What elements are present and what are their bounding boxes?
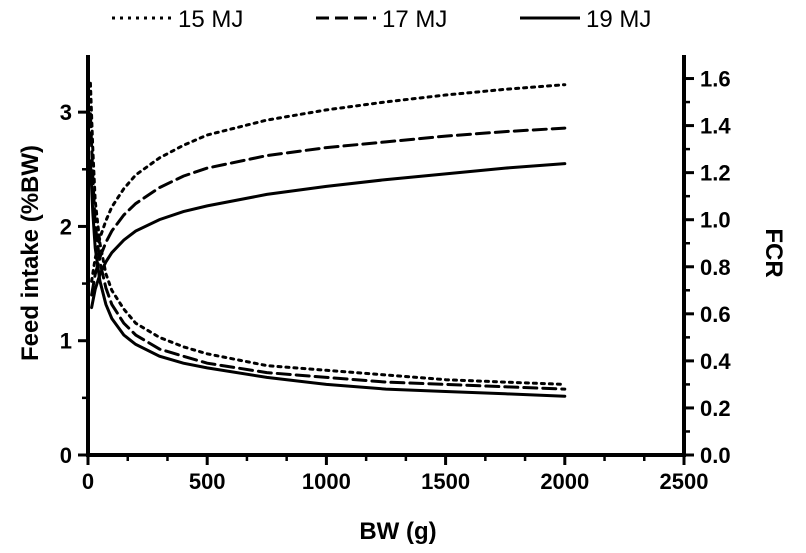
y-axis-title: Feed intake (%BW)	[17, 145, 44, 361]
legend-label-15-mj: 15 MJ	[178, 6, 243, 33]
y2-tick-label: 0.0	[700, 443, 731, 468]
y-tick-label: 3	[60, 100, 72, 125]
y2-tick-label: 0.4	[700, 349, 731, 374]
feed-intake-line-15-mj	[92, 85, 565, 282]
axes: 0 500 1000 1500 2000 2500 0 1 2 3 0.0 0.2 0.4 0.6 0.8 1…	[60, 55, 732, 494]
y2-axis-title: FCR	[760, 228, 787, 277]
x-tick-label: 1500	[421, 469, 470, 494]
fcr-line-17-mj	[90, 114, 564, 389]
feed-intake-line-17-mj	[92, 128, 565, 295]
y2-tick-label: 0.8	[700, 255, 731, 280]
y2-tick-label: 1.6	[700, 67, 731, 92]
legend: 15 MJ 17 MJ 19 MJ	[112, 6, 651, 33]
fcr-line-19-mj	[90, 161, 564, 396]
y-tick-label: 2	[60, 214, 72, 239]
x-tick-label: 0	[82, 469, 94, 494]
fcr-line-15-mj	[90, 83, 564, 384]
x-tick-label: 2500	[660, 469, 709, 494]
y-tick-label: 1	[60, 329, 72, 354]
x-tick-label: 500	[189, 469, 226, 494]
y2-tick-label: 0.2	[700, 396, 731, 421]
x-axis-title: BW (g)	[359, 518, 436, 545]
plot-lines	[90, 83, 564, 396]
legend-label-19-mj: 19 MJ	[586, 6, 651, 33]
y2-tick-label: 0.6	[700, 302, 731, 327]
y2-tick-label: 1.2	[700, 161, 731, 186]
x-tick-label: 2000	[540, 469, 589, 494]
y2-tick-label: 1.0	[700, 208, 731, 233]
legend-label-17-mj: 17 MJ	[382, 6, 447, 33]
x-tick-label: 1000	[302, 469, 351, 494]
y-tick-label: 0	[60, 443, 72, 468]
y2-tick-label: 1.4	[700, 114, 731, 139]
